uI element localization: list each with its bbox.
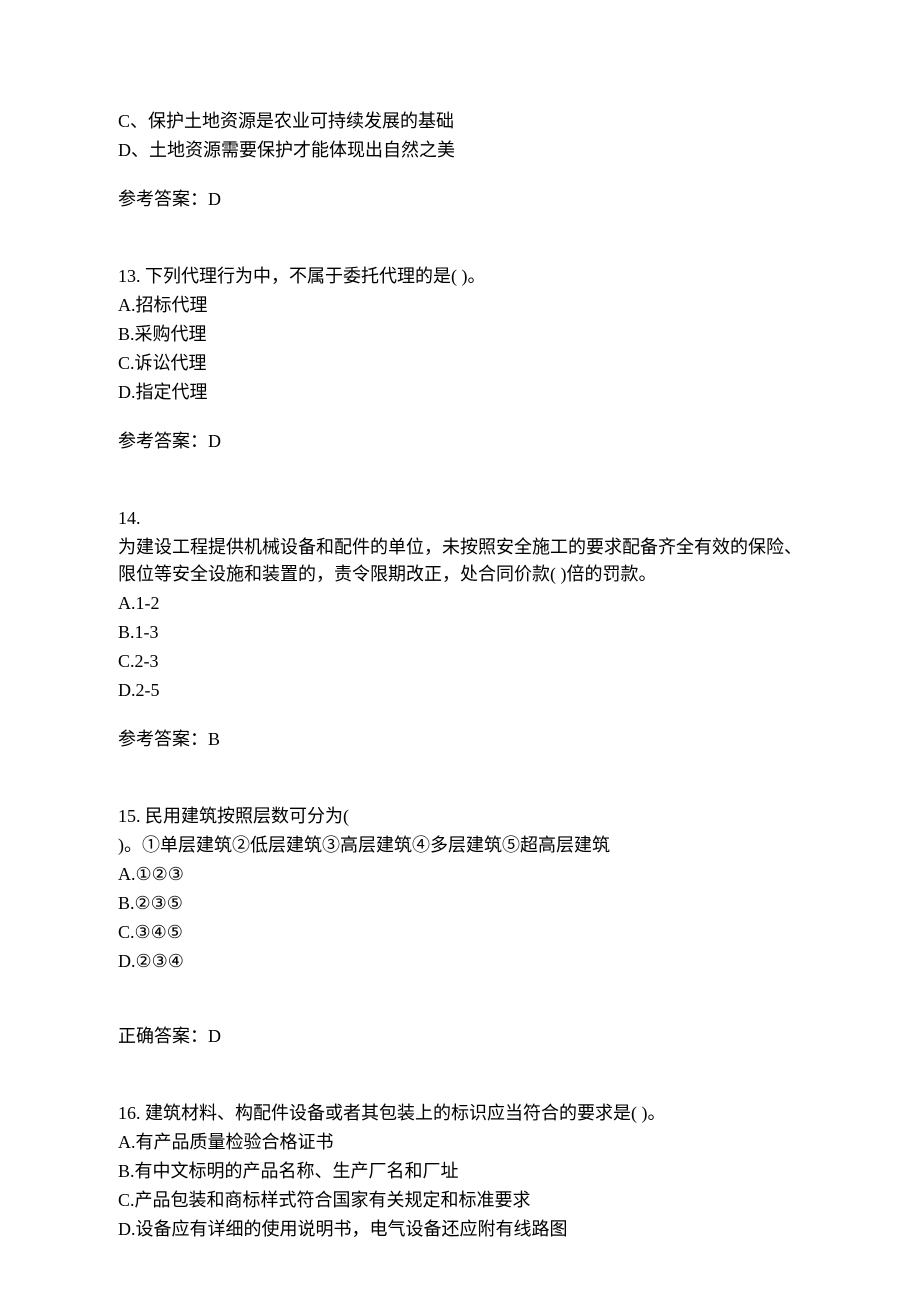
- question-stem: 为建设工程提供机械设备和配件的单位，未按照安全施工的要求配备齐全有效的保险、限位…: [118, 534, 802, 588]
- answer-label: 参考答案：D: [118, 428, 802, 455]
- option-d: D.②③④: [118, 948, 802, 975]
- option-b: B.有中文标明的产品名称、生产厂名和厂址: [118, 1158, 802, 1185]
- answer-label: 参考答案：D: [118, 186, 802, 213]
- question-number: 14.: [118, 505, 802, 532]
- question-12-partial: C、保护土地资源是农业可持续发展的基础 D、土地资源需要保护才能体现出自然之美 …: [118, 108, 802, 213]
- option-b: B.采购代理: [118, 321, 802, 348]
- option-b: B.1-3: [118, 619, 802, 646]
- option-d: D.2-5: [118, 677, 802, 704]
- option-a: A.招标代理: [118, 292, 802, 319]
- question-14: 14. 为建设工程提供机械设备和配件的单位，未按照安全施工的要求配备齐全有效的保…: [118, 505, 802, 753]
- option-c: C、保护土地资源是农业可持续发展的基础: [118, 108, 802, 135]
- option-d: D.指定代理: [118, 379, 802, 406]
- question-stem: 13. 下列代理行为中，不属于委托代理的是( )。: [118, 263, 802, 290]
- option-a: A.①②③: [118, 861, 802, 888]
- option-a: A.1-2: [118, 590, 802, 617]
- answer-label: 参考答案：B: [118, 726, 802, 753]
- option-d: D.设备应有详细的使用说明书，电气设备还应附有线路图: [118, 1216, 802, 1243]
- answer-label: 正确答案：D: [118, 1023, 802, 1050]
- option-d: D、土地资源需要保护才能体现出自然之美: [118, 137, 802, 164]
- question-15: 15. 民用建筑按照层数可分为( )。①单层建筑②低层建筑③高层建筑④多层建筑⑤…: [118, 803, 802, 1050]
- question-13: 13. 下列代理行为中，不属于委托代理的是( )。 A.招标代理 B.采购代理 …: [118, 263, 802, 455]
- option-b: B.②③⑤: [118, 890, 802, 917]
- option-c: C.③④⑤: [118, 919, 802, 946]
- question-stem: 16. 建筑材料、构配件设备或者其包装上的标识应当符合的要求是( )。: [118, 1100, 802, 1127]
- option-a: A.有产品质量检验合格证书: [118, 1129, 802, 1156]
- option-c: C.2-3: [118, 648, 802, 675]
- option-c: C.诉讼代理: [118, 350, 802, 377]
- question-16: 16. 建筑材料、构配件设备或者其包装上的标识应当符合的要求是( )。 A.有产…: [118, 1100, 802, 1243]
- question-stem-line1: 15. 民用建筑按照层数可分为(: [118, 803, 802, 830]
- question-stem-line2: )。①单层建筑②低层建筑③高层建筑④多层建筑⑤超高层建筑: [118, 832, 802, 859]
- option-c: C.产品包装和商标样式符合国家有关规定和标准要求: [118, 1187, 802, 1214]
